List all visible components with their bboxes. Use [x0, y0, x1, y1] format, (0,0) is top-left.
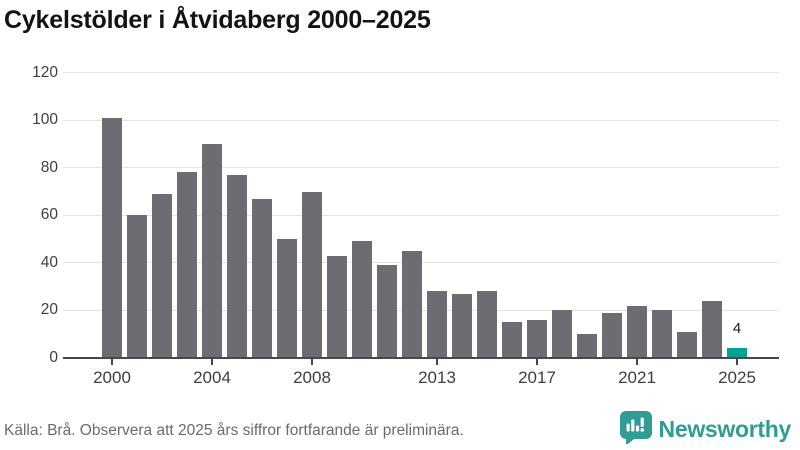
y-axis-tick-label: 60 [40, 206, 58, 224]
y-axis-tick-label: 20 [40, 301, 58, 319]
newsworthy-logo-text: Newsworthy [658, 416, 792, 442]
gridline [63, 119, 779, 121]
x-axis-tick [311, 359, 313, 365]
x-axis-tick-label: 2008 [293, 368, 331, 387]
x-axis-tick-label: 2000 [93, 368, 131, 387]
bar-2000 [102, 117, 122, 358]
bar-2003 [177, 172, 197, 358]
bar-2007 [277, 239, 297, 358]
chart-title: Cykelstölder i Åtvidaberg 2000–2025 [4, 6, 431, 34]
x-axis-tick-label: 2017 [518, 368, 556, 387]
y-axis-tick-label: 0 [49, 349, 58, 366]
bar-2022 [652, 310, 672, 358]
y-axis-tick-label: 100 [32, 111, 58, 129]
source-note: Källa: Brå. Observera att 2025 års siffr… [4, 422, 464, 439]
bar-2018 [552, 310, 572, 358]
newsworthy-logo-icon [618, 409, 652, 449]
bar-2013 [427, 291, 447, 358]
plot-area: 0 20 40 60 80 100 120 2000 2004 2008 2013 2017 2021 2… [32, 63, 779, 387]
footer: Källa: Brå. Observera att 2025 års siffr… [0, 406, 800, 450]
bar-2002 [152, 193, 172, 358]
x-axis-tick [211, 359, 213, 365]
bar-2004 [202, 143, 222, 358]
bar-2021 [627, 305, 647, 358]
x-axis-line [63, 357, 779, 359]
x-axis-tick [536, 359, 538, 365]
bar-2001 [127, 215, 147, 358]
bar-2010 [352, 241, 372, 358]
bar-2016 [502, 322, 522, 358]
bar-2023 [677, 331, 697, 358]
bar-2025 [727, 348, 747, 358]
y-axis-tick-label: 40 [40, 253, 58, 271]
bar-2011 [377, 265, 397, 358]
x-axis-tick-label: 2021 [618, 368, 656, 387]
x-axis-tick [111, 359, 113, 365]
y-axis-tick-label: 80 [40, 158, 58, 176]
bar-2020 [602, 312, 622, 358]
bar-2006 [252, 198, 272, 358]
bar-2014 [452, 293, 472, 358]
x-axis-tick [436, 359, 438, 365]
newsworthy-logo: Newsworthy [618, 409, 791, 449]
bar-2019 [577, 334, 597, 358]
gridline [63, 167, 779, 169]
y-axis-tick-label: 120 [32, 63, 58, 81]
x-axis-tick-label: 2013 [418, 368, 456, 387]
x-axis-tick-label: 2004 [193, 368, 231, 387]
bar-2015 [477, 291, 497, 358]
bar-2017 [527, 319, 547, 358]
x-axis-tick-label: 2025 [718, 368, 756, 387]
bar-value-label: 4 [732, 320, 742, 338]
bar-2024 [702, 300, 722, 358]
gridline [63, 214, 779, 216]
bar-2005 [227, 174, 247, 358]
gridline [63, 72, 779, 74]
bar-2009 [327, 255, 347, 358]
x-axis-tick [636, 359, 638, 365]
bar-2008 [302, 191, 322, 358]
x-axis-tick [736, 359, 738, 365]
bar-2012 [402, 250, 422, 358]
